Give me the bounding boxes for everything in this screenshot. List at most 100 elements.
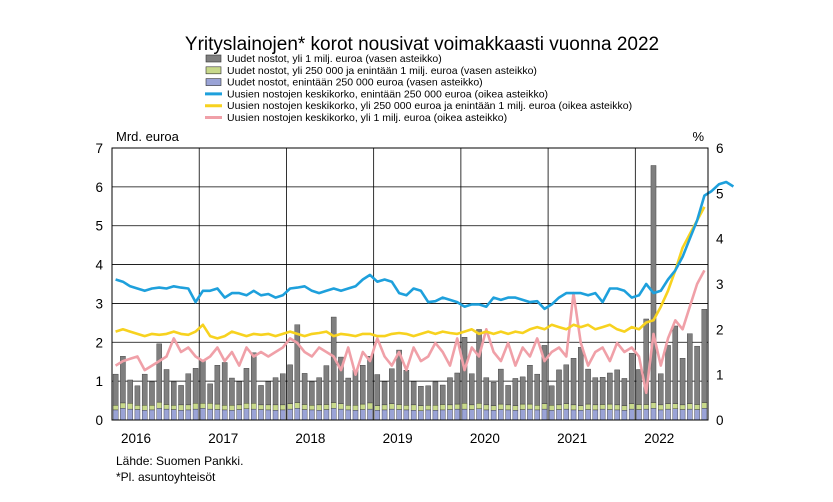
bar-large-loans [250,352,257,404]
bar-large-loans [396,349,402,405]
bar-large-loans [367,356,373,404]
bar-small-loans [127,408,133,421]
bar-small-loans [396,409,402,421]
bar-large-loans [454,372,460,405]
bar-small-loans [687,408,693,421]
bar-medium-loans [512,405,519,411]
bar-small-loans [519,409,526,421]
bar-small-loans [192,408,199,421]
bar-large-loans [687,333,693,404]
bar-small-loans [214,409,221,421]
bar-medium-loans [563,403,570,410]
bar-medium-loans [301,404,308,410]
bar-small-loans [483,409,490,421]
line-rate-medium [115,206,706,340]
bar-small-loans [447,409,453,421]
bar-small-loans [621,410,628,421]
bar-large-loans [272,377,279,406]
x-tick-label: 2019 [383,431,413,446]
bar-small-loans [374,410,381,421]
bar-large-loans [556,369,562,406]
bar-medium-loans [229,405,235,411]
left-tick-label: 0 [95,413,103,428]
bar-small-loans [149,409,155,421]
line-rate-small [115,180,735,311]
bar-large-loans [185,373,192,406]
bar-small-loans [607,409,613,421]
bar-medium-loans [345,405,351,411]
bar-medium-loans [287,403,293,410]
bar-large-loans [563,364,570,404]
bar-small-loans [352,410,359,421]
bar-large-loans [585,368,591,405]
bar-small-loans [425,409,431,421]
bar-large-loans [432,381,439,406]
bar-medium-loans [192,403,199,410]
bar-medium-loans [381,404,388,411]
x-tick-label: 2022 [644,431,674,446]
bar-large-loans [316,377,322,406]
bar-medium-loans [519,403,526,410]
bar-medium-loans [483,404,490,411]
bar-small-loans [432,410,439,421]
bar-small-loans [643,408,649,421]
left-tick-label: 6 [95,180,103,195]
bar-medium-loans [243,403,250,409]
bar-large-loans [483,377,490,406]
bar-large-loans [243,368,250,404]
bar-small-loans [141,410,148,421]
bar-medium-loans [330,402,337,409]
bar-medium-loans [280,404,286,411]
bar-medium-loans [643,404,649,410]
bar-large-loans [127,379,133,404]
lines [114,180,735,395]
bar-medium-loans [592,404,599,411]
bar-large-loans [519,376,526,405]
bar-small-loans [585,409,591,421]
bar-small-loans [338,408,344,421]
bar-small-loans [316,410,322,421]
bar-large-loans [381,381,388,406]
bar-medium-loans [679,404,686,410]
bar-small-loans [156,408,162,421]
bar-medium-loans [367,402,373,410]
bar-large-loans [672,325,679,404]
bar-medium-loans [505,404,511,411]
bar-small-loans [229,410,235,421]
bar-large-loans [498,368,504,405]
bar-large-loans [512,378,519,406]
bar-medium-loans [432,405,439,411]
bar-large-loans [236,381,242,406]
legend-entry: Uusien nostojen keskikorko, yli 250 000 … [227,100,632,112]
right-tick-label: 0 [716,413,724,428]
bar-large-loans [280,373,286,406]
bar-large-loans [534,373,540,406]
bar-medium-loans [134,405,141,410]
bar-large-loans [658,373,664,406]
bar-large-loans [418,385,424,406]
bar-medium-loans [687,403,693,410]
bar-small-loans [650,408,657,421]
bar-large-loans [541,345,548,404]
bar-small-loans [461,408,468,421]
right-tick-label: 3 [716,277,724,292]
bar-large-loans [258,385,264,406]
bar-medium-loans [454,403,460,410]
bar-small-loans [490,410,497,421]
bar-small-loans [410,410,417,421]
plot-frame [111,147,709,421]
bar-medium-loans [149,405,155,411]
right-axis-label: % [692,129,704,144]
bar-large-loans [592,377,599,406]
bar-small-loans [236,409,242,421]
bar-large-loans [323,365,330,405]
bar-medium-loans [425,405,431,411]
bar-large-loans [141,373,148,406]
bar-small-loans [592,409,599,421]
bar-small-loans [439,409,446,421]
bar-large-loans [265,381,272,406]
bar-medium-loans [338,403,344,410]
bar-large-loans [178,385,184,406]
right-tick-label: 5 [716,186,724,201]
bar-medium-loans [461,403,468,410]
